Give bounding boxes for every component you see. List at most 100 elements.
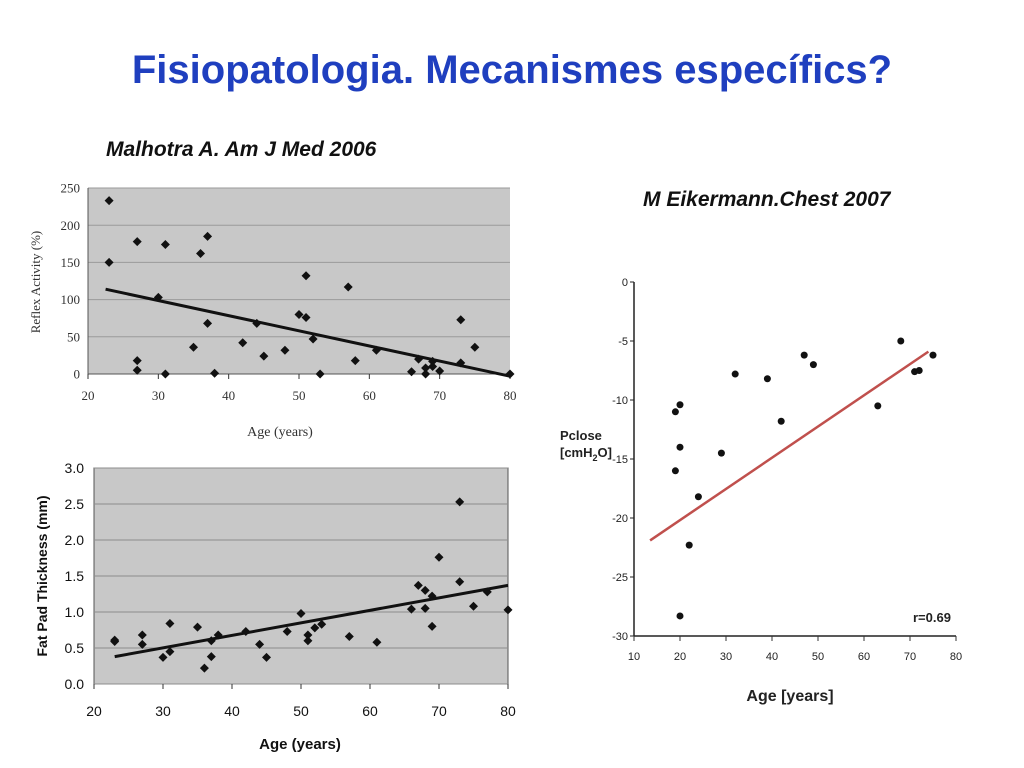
c1-data-point (203, 318, 213, 328)
c2-data-point (165, 647, 175, 657)
c1-data-point (301, 271, 311, 281)
c2-y-tick-label: 0.0 (65, 676, 85, 692)
c3-x-tick-label: 40 (766, 651, 778, 663)
c3-data-point (671, 408, 679, 416)
c1-data-point (315, 369, 325, 379)
c3-y-tick-label: -5 (618, 336, 628, 348)
c2-x-tick-label: 50 (293, 703, 309, 719)
c3-data-point (763, 375, 771, 383)
c2-data-point (137, 630, 147, 640)
c3-x-tick-label: 60 (858, 651, 870, 663)
chart1-plot-area (88, 188, 510, 374)
c1-data-point (343, 282, 353, 292)
c1-data-point (301, 312, 311, 322)
c2-data-point (317, 619, 327, 629)
c2-data-point (420, 603, 430, 613)
c3-y-tick-label: -10 (612, 395, 628, 407)
c2-x-tick-label: 30 (155, 703, 171, 719)
c1-data-point (280, 345, 290, 355)
c1-data-point (428, 362, 438, 372)
chart3-y-axis-label: Pclose [cmH2O] (560, 428, 612, 463)
chart2-y-axis-label: Fat Pad Thickness (mm) (34, 495, 50, 656)
chart1-trendline (105, 287, 511, 378)
c3-x-tick-label: 20 (674, 651, 686, 663)
c3-x-tick-label: 80 (950, 651, 962, 663)
c2-data-point (165, 619, 175, 629)
c1-data-point (421, 363, 431, 373)
c2-y-tick-label: 2.5 (65, 496, 85, 512)
c1-data-point (203, 231, 213, 241)
c3-data-point (694, 493, 702, 501)
c2-data-point (193, 622, 202, 632)
c2-data-point (344, 631, 354, 641)
c2-data-point (303, 636, 313, 646)
chart2-x-axis-label: Age (years) (259, 736, 341, 753)
c3-x-tick-label: 50 (812, 651, 824, 663)
c2-data-point (372, 637, 382, 647)
c2-y-tick-label: 1.0 (65, 604, 85, 620)
c2-x-tick-label: 70 (431, 703, 447, 719)
chart3-trendline (649, 350, 930, 542)
c2-data-point (406, 604, 416, 614)
c1-x-tick-label: 70 (433, 388, 446, 403)
c2-data-point (310, 623, 320, 633)
fat-pad-thickness-chart: 0.0 0.5 1.0 1.5 2.0 2.5 3.0 20 30 40 50 60 70 80 Fat… (34, 460, 516, 753)
c3-data-point (809, 361, 817, 369)
c1-data-point (294, 309, 304, 319)
c2-data-point (420, 585, 430, 595)
c2-data-point (199, 663, 209, 673)
c1-data-point (407, 367, 417, 377)
c3-data-point (897, 337, 905, 345)
c3-x-tick-label: 30 (720, 651, 732, 663)
c2-data-point (110, 637, 120, 647)
chart1-x-axis-label: Age (years) (247, 425, 313, 440)
c1-y-tick-label: 150 (61, 255, 81, 270)
c2-data-point (137, 639, 147, 649)
c3-x-tick-label: 70 (904, 651, 916, 663)
c2-x-tick-label: 20 (86, 703, 102, 719)
c3-y-tick-label: 0 (622, 277, 628, 289)
c1-y-tick-label: 0 (74, 367, 81, 382)
c1-data-point (259, 351, 269, 361)
c1-data-point (456, 315, 466, 325)
c1-data-point (421, 369, 431, 379)
c3-data-point (915, 367, 923, 374)
c2-data-point (434, 552, 444, 562)
c1-y-tick-label: 100 (61, 292, 81, 307)
c1-data-point (308, 334, 318, 344)
c3-data-point (777, 417, 785, 425)
c3-data-point (731, 370, 739, 378)
c3-y-tick-label: -30 (612, 631, 628, 643)
c1-y-tick-label: 50 (67, 329, 80, 344)
c3-data-point (874, 402, 882, 410)
c3-data-point (671, 467, 679, 475)
c1-data-point (350, 356, 360, 366)
c1-data-point (160, 240, 170, 250)
c3-data-point (800, 351, 808, 359)
c2-data-point (296, 608, 306, 618)
c1-data-point (104, 257, 114, 267)
chart3-y-axis-label-sub: 2 (593, 453, 598, 463)
c2-x-tick-label: 40 (224, 703, 240, 719)
c1-x-tick-label: 40 (222, 388, 235, 403)
chart2-trendline (114, 583, 509, 659)
chart3-y-axis-label-main: Pclose (560, 428, 602, 443)
c1-x-tick-label: 20 (82, 388, 95, 403)
c2-data-point (206, 652, 216, 662)
c2-y-tick-label: 3.0 (65, 460, 85, 476)
chart1-y-axis-label: Reflex Activity (%) (28, 231, 43, 334)
c2-data-point (427, 621, 437, 631)
c3-y-tick-label: -15 (612, 454, 628, 466)
c2-data-point (413, 580, 423, 590)
c1-data-point (435, 366, 445, 376)
citation-malhotra: Malhotra A. Am J Med 2006 (106, 138, 377, 161)
c1-x-tick-label: 30 (152, 388, 165, 403)
pclose-chart: 0 -5 -10 -15 -20 -25 -30 10 20 30 40 50 60 70 80 r=0.… (560, 277, 962, 705)
c1-data-point (189, 342, 198, 352)
c3-data-point (676, 443, 684, 451)
c2-x-tick-label: 60 (362, 703, 378, 719)
c1-x-tick-label: 80 (504, 388, 517, 403)
c2-data-point (303, 630, 313, 640)
c3-data-point (676, 401, 684, 409)
